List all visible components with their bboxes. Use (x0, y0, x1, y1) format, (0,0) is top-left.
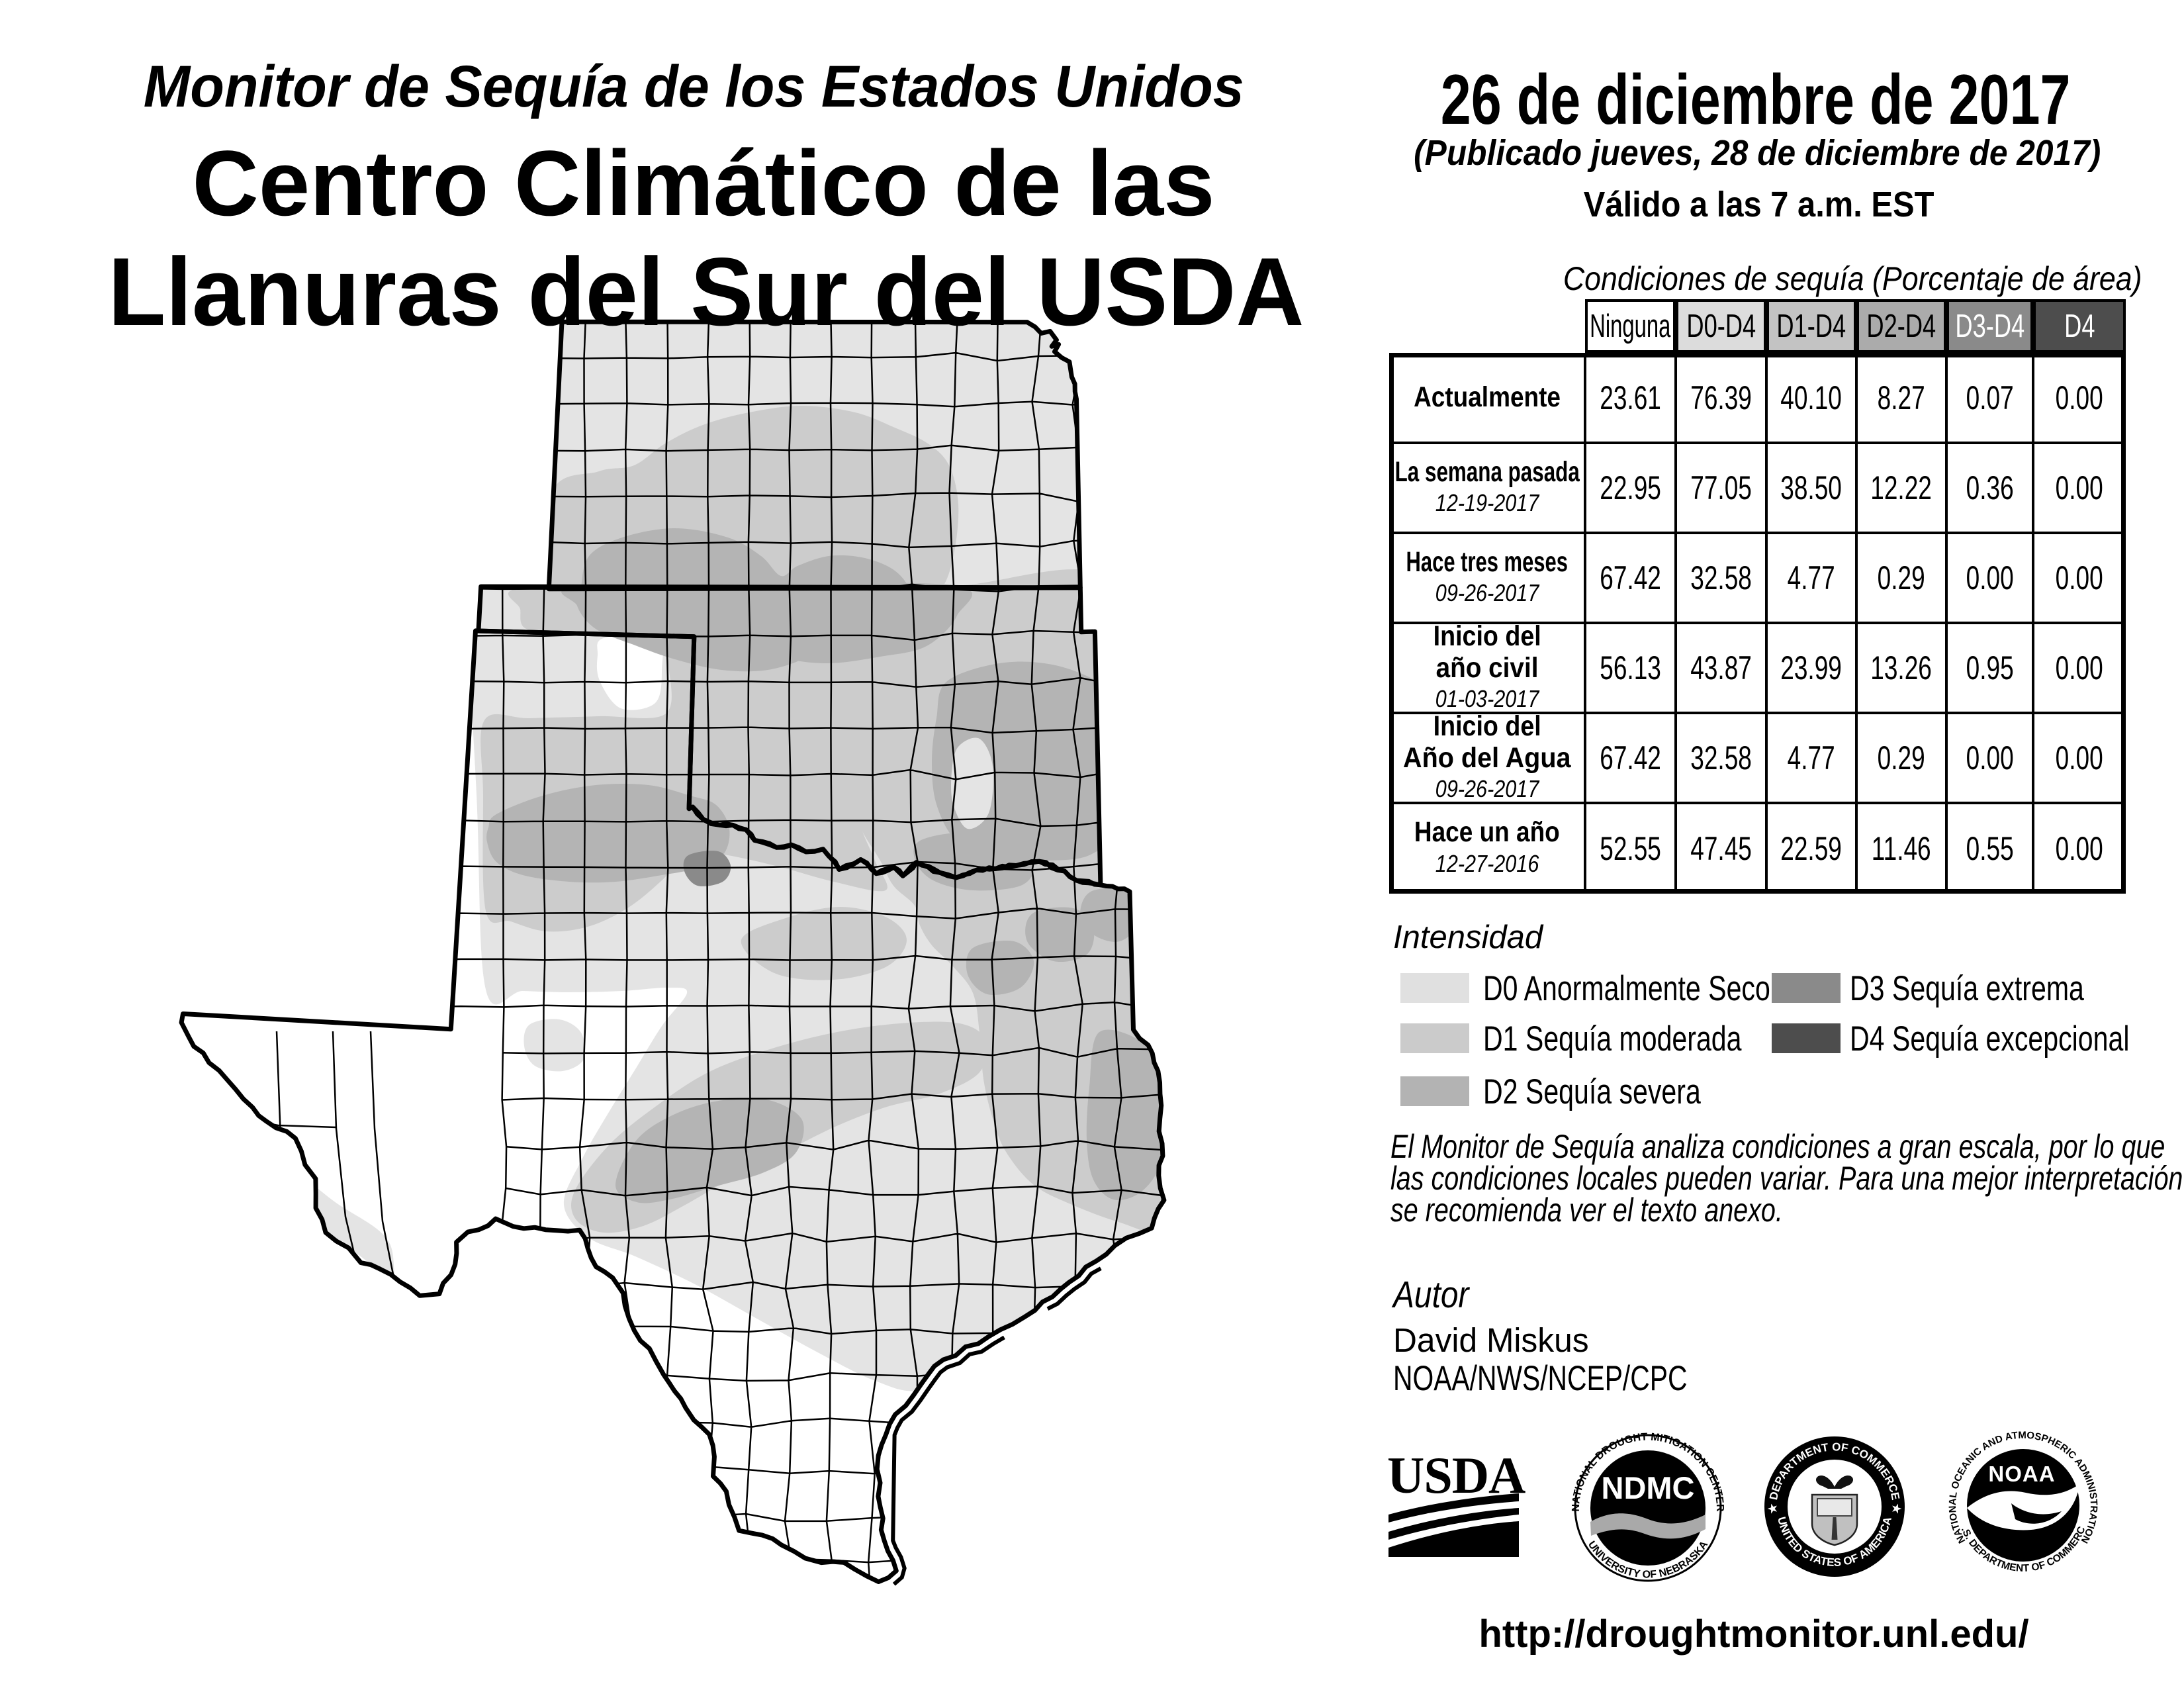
svg-text:NDMC: NDMC (1602, 1470, 1695, 1505)
svg-text:USDA: USDA (1387, 1446, 1525, 1504)
svg-text:NOAA: NOAA (1988, 1462, 2055, 1486)
